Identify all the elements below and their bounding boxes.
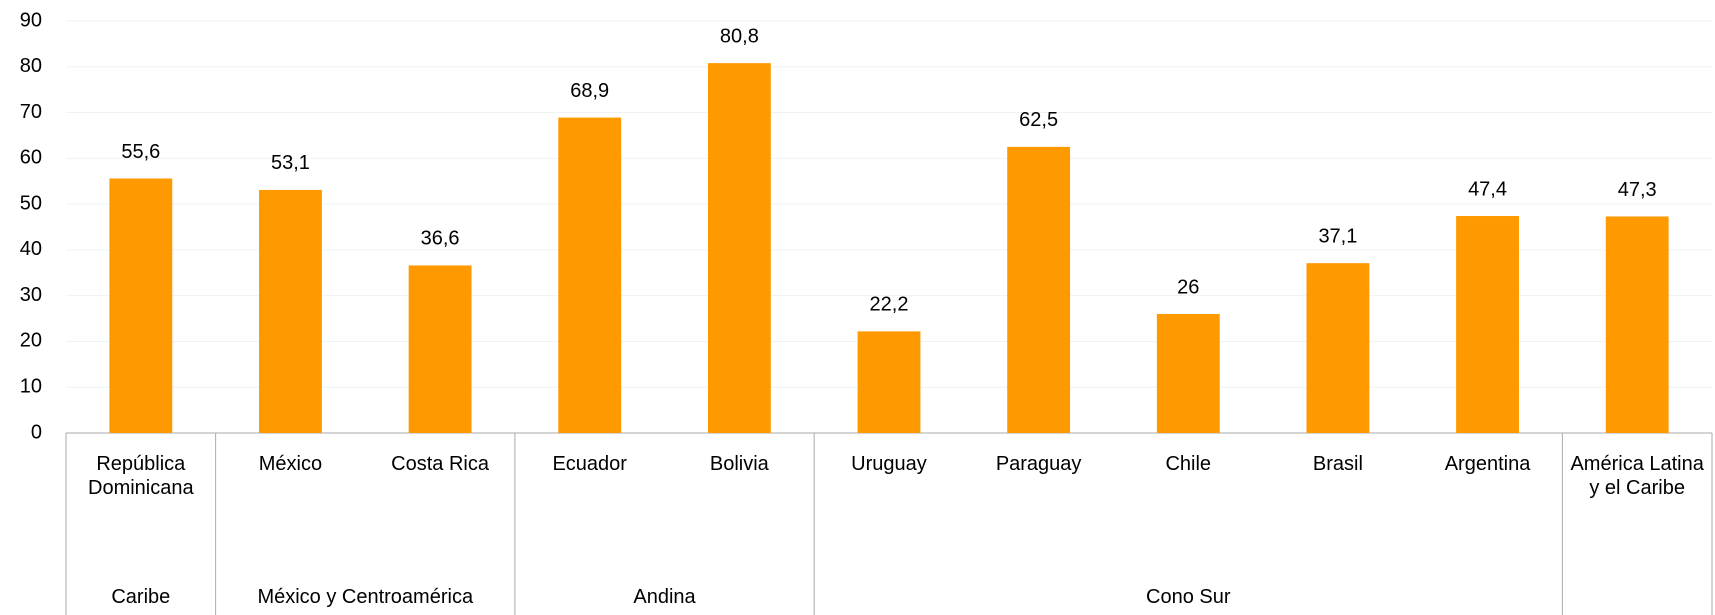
- value-label: 37,1: [1318, 225, 1357, 247]
- x-tick-label: República Dominicana: [88, 453, 194, 499]
- y-tick-label: 30: [20, 284, 42, 306]
- y-tick-label: 70: [20, 101, 42, 123]
- value-label: 80,8: [720, 25, 759, 47]
- x-tick-label: Brasil: [1312, 453, 1363, 475]
- y-tick-label: 0: [31, 421, 42, 443]
- y-tick-label: 10: [20, 376, 42, 398]
- bar: [1456, 216, 1519, 433]
- bar: [109, 178, 173, 433]
- bar: [857, 331, 921, 433]
- bar: [408, 265, 472, 433]
- bar: [707, 63, 771, 434]
- bar: [558, 117, 622, 433]
- group-label: Andina: [633, 586, 696, 608]
- bar: [1156, 313, 1220, 433]
- x-tick-label: Bolivia: [709, 453, 769, 475]
- y-tick-label: 40: [20, 238, 42, 260]
- value-label: 47,4: [1468, 178, 1507, 200]
- y-tick-label: 80: [20, 55, 42, 77]
- y-tick-label: 90: [20, 9, 42, 31]
- value-label: 62,5: [1019, 109, 1058, 131]
- x-tick-label: Uruguay: [851, 453, 927, 475]
- value-label: 22,2: [870, 294, 909, 316]
- bar: [1605, 216, 1669, 433]
- value-label: 26: [1177, 276, 1199, 298]
- value-label: 55,6: [121, 141, 160, 163]
- y-tick-label: 50: [20, 192, 42, 214]
- y-tick-label: 20: [20, 330, 42, 352]
- group-label: México y Centroamérica: [257, 586, 474, 608]
- bar: [1306, 263, 1370, 433]
- x-tick-label: Paraguay: [995, 453, 1082, 475]
- group-label: Cono Sur: [1146, 586, 1231, 608]
- x-tick-label: Ecuador: [552, 453, 627, 475]
- x-tick-label: Argentina: [1444, 453, 1531, 475]
- value-label: 36,6: [421, 228, 460, 250]
- x-tick-label: Costa Rica: [391, 453, 489, 475]
- value-label: 53,1: [271, 152, 310, 174]
- value-label: 47,3: [1618, 179, 1657, 201]
- group-label: Caribe: [111, 586, 171, 608]
- x-tick-label: América Latina y el Caribe: [1570, 453, 1704, 499]
- value-label: 68,9: [570, 80, 609, 102]
- y-tick-label: 60: [20, 147, 42, 169]
- x-tick-label: Chile: [1165, 453, 1212, 475]
- x-tick-label: México: [258, 453, 323, 475]
- bar: [259, 189, 322, 433]
- bar: [1007, 146, 1071, 433]
